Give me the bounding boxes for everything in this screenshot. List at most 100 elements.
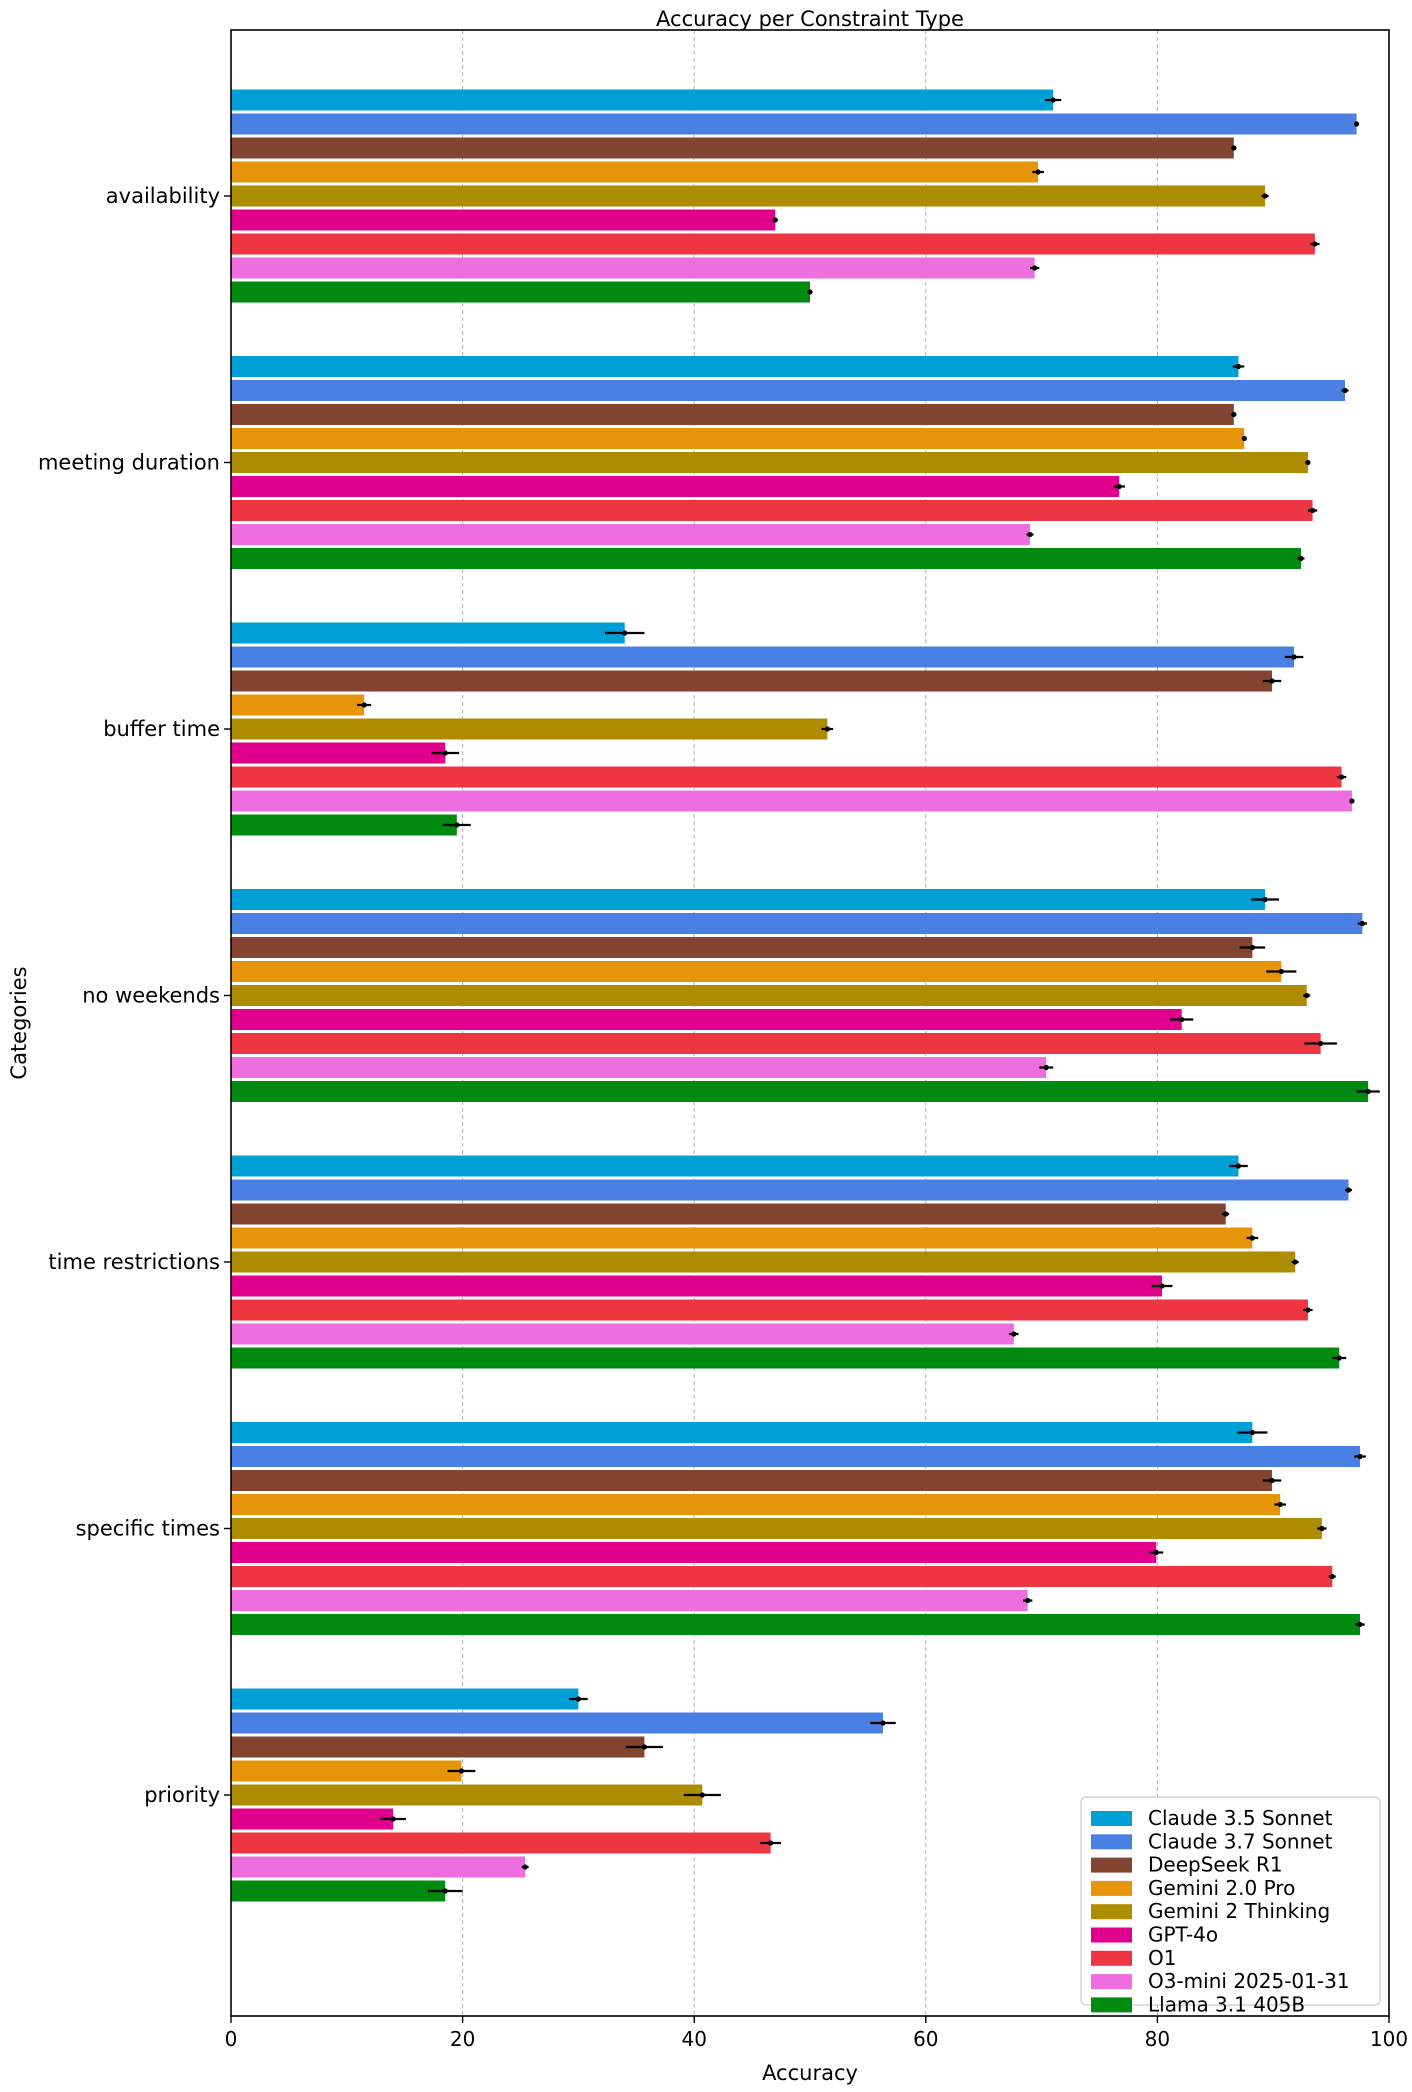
error-center-gemini-2-0-pro-no-weekends [1278,968,1284,975]
bar-deepseek-r1-no-weekends [231,937,1253,958]
error-center-o3-mini-2025-01-31-priority [522,1864,528,1870]
error-center-deepseek-r1-priority [641,1744,648,1750]
bar-o1-no-weekends [231,1033,1321,1054]
error-center-gemini-2-thinking-time-restrictions [1292,1259,1298,1265]
x-tick-label-20: 20 [450,2027,475,2051]
legend-label-claude-3-5-sonnet: Claude 3.5 Sonnet [1148,1806,1333,1830]
error-center-llama-3-1-405b-no-weekends [1365,1088,1371,1095]
legend-swatch-claude-3-5-sonnet [1091,1811,1132,1826]
error-center-claude-3-7-sonnet-buffer-time [1291,654,1297,660]
error-center-claude-3-5-sonnet-priority [575,1696,582,1702]
bar-llama-3-1-405b-meeting-duration [231,548,1301,569]
axes-layer: 0 20 40 60 80 100 availability meeting duration… [38,184,1408,2051]
bar-deepseek-r1-specific-times [231,1470,1273,1491]
x-tick-label-40: 40 [681,2027,706,2051]
bar-gpt-4o-no-weekends [231,1009,1182,1030]
bar-deepseek-r1-buffer-time [231,670,1273,692]
y-tick-label-no-weekends: no weekends [82,984,220,1008]
error-center-claude-3-7-sonnet-time-restrictions [1345,1187,1352,1193]
legend-box [1080,1796,1381,2006]
bar-claude-3-5-sonnet-specific-times [231,1422,1253,1443]
error-center-claude-3-7-sonnet-priority [880,1720,886,1726]
error-center-gemini-2-thinking-availability [1262,193,1268,199]
error-center-o1-time-restrictions [1305,1307,1311,1313]
legend-label-gpt-4o: GPT-4o [1148,1923,1218,1947]
bar-gemini-2-0-pro-meeting-duration [231,428,1245,449]
error-center-gemini-2-thinking-buffer-time [824,726,830,732]
bar-claude-3-5-sonnet-priority [231,1688,579,1710]
error-center-gemini-2-0-pro-specific-times [1277,1501,1283,1508]
bar-o3-mini-2025-01-31-meeting-duration [231,524,1031,545]
error-center-gemini-2-0-pro-time-restrictions [1249,1235,1255,1241]
error-center-gemini-2-0-pro-priority [458,1768,465,1774]
error-center-claude-3-5-sonnet-buffer-time [622,630,628,636]
error-center-llama-3-1-405b-priority [442,1888,448,1894]
x-tick-label-80: 80 [1145,2027,1170,2051]
error-center-o1-specific-times [1329,1573,1335,1580]
bar-claude-3-5-sonnet-time-restrictions [231,1155,1239,1177]
error-center-gemini-2-thinking-meeting-duration [1305,459,1311,466]
error-center-claude-3-7-sonnet-availability [1353,121,1360,127]
bar-deepseek-r1-availability [231,137,1234,159]
bar-o1-specific-times [231,1566,1333,1587]
bar-claude-3-7-sonnet-buffer-time [231,646,1295,668]
bar-gpt-4o-time-restrictions [231,1275,1163,1297]
error-center-llama-3-1-405b-specific-times [1357,1621,1363,1628]
bar-gemini-2-thinking-specific-times [231,1518,1322,1539]
bars-layer [231,89,1369,1902]
bar-o1-availability [231,233,1315,255]
error-center-o1-no-weekends [1318,1040,1324,1047]
bar-deepseek-r1-meeting-duration [231,404,1234,425]
error-center-gemini-2-0-pro-meeting-duration [1241,435,1247,442]
error-center-o3-mini-2025-01-31-specific-times [1025,1597,1031,1604]
error-center-o3-mini-2025-01-31-buffer-time [1349,798,1355,804]
legend-label-llama-3-1-405b: Llama 3.1 405B [1148,1992,1305,2016]
chart-title: Accuracy per Constraint Type [656,7,964,31]
bar-gemini-2-thinking-time-restrictions [231,1251,1296,1273]
bar-gpt-4o-priority [231,1808,394,1830]
legend-label-o3-mini-2025-01-31: O3-mini 2025-01-31 [1148,1969,1350,1993]
error-center-deepseek-r1-availability [1231,145,1237,151]
bar-claude-3-7-sonnet-no-weekends [231,913,1363,934]
error-center-gpt-4o-buffer-time [442,750,448,756]
y-tick-label-buffer-time: buffer time [103,717,220,741]
plot-frame [230,29,1390,2017]
bar-gemini-2-thinking-availability [231,185,1266,207]
x-tick-label-60: 60 [913,2027,938,2051]
y-tick-label-availability: availability [106,184,220,208]
error-center-gemini-2-0-pro-availability [1035,169,1041,175]
bar-claude-3-7-sonnet-meeting-duration [231,380,1345,401]
error-center-claude-3-5-sonnet-availability [1050,97,1056,103]
error-center-o3-mini-2025-01-31-meeting-duration [1027,531,1033,538]
error-center-deepseek-r1-buffer-time [1269,678,1275,684]
bar-gemini-2-0-pro-priority [231,1760,462,1782]
error-center-gpt-4o-meeting-duration [1116,483,1122,490]
error-center-gemini-2-thinking-no-weekends [1304,992,1310,999]
bar-gemini-2-thinking-meeting-duration [231,452,1308,473]
error-center-deepseek-r1-meeting-duration [1231,411,1237,418]
error-center-claude-3-7-sonnet-specific-times [1357,1453,1363,1460]
legend-swatch-o1 [1091,1950,1132,1966]
error-center-claude-3-5-sonnet-specific-times [1249,1429,1255,1436]
bar-o3-mini-2025-01-31-specific-times [231,1590,1028,1611]
error-center-llama-3-1-405b-buffer-time [454,822,460,828]
bar-gemini-2-thinking-priority [231,1784,703,1806]
error-center-gpt-4o-specific-times [1153,1549,1159,1556]
error-center-claude-3-7-sonnet-meeting-duration [1342,387,1348,394]
bar-o3-mini-2025-01-31-no-weekends [231,1057,1047,1078]
error-center-claude-3-5-sonnet-meeting-duration [1235,363,1242,370]
legend-label-deepseek-r1: DeepSeek R1 [1148,1853,1283,1877]
bar-gemini-2-0-pro-availability [231,161,1039,183]
bar-deepseek-r1-priority [231,1736,645,1758]
bar-gemini-2-0-pro-no-weekends [231,961,1282,982]
bar-claude-3-7-sonnet-time-restrictions [231,1179,1349,1201]
bar-gemini-2-0-pro-buffer-time [231,694,365,716]
error-center-o1-meeting-duration [1309,507,1316,514]
bar-o3-mini-2025-01-31-time-restrictions [231,1323,1014,1345]
x-axis-label: Accuracy [762,2061,858,2085]
bar-llama-3-1-405b-time-restrictions [231,1347,1340,1369]
error-center-llama-3-1-405b-meeting-duration [1298,555,1304,562]
bar-claude-3-5-sonnet-availability [231,89,1054,111]
